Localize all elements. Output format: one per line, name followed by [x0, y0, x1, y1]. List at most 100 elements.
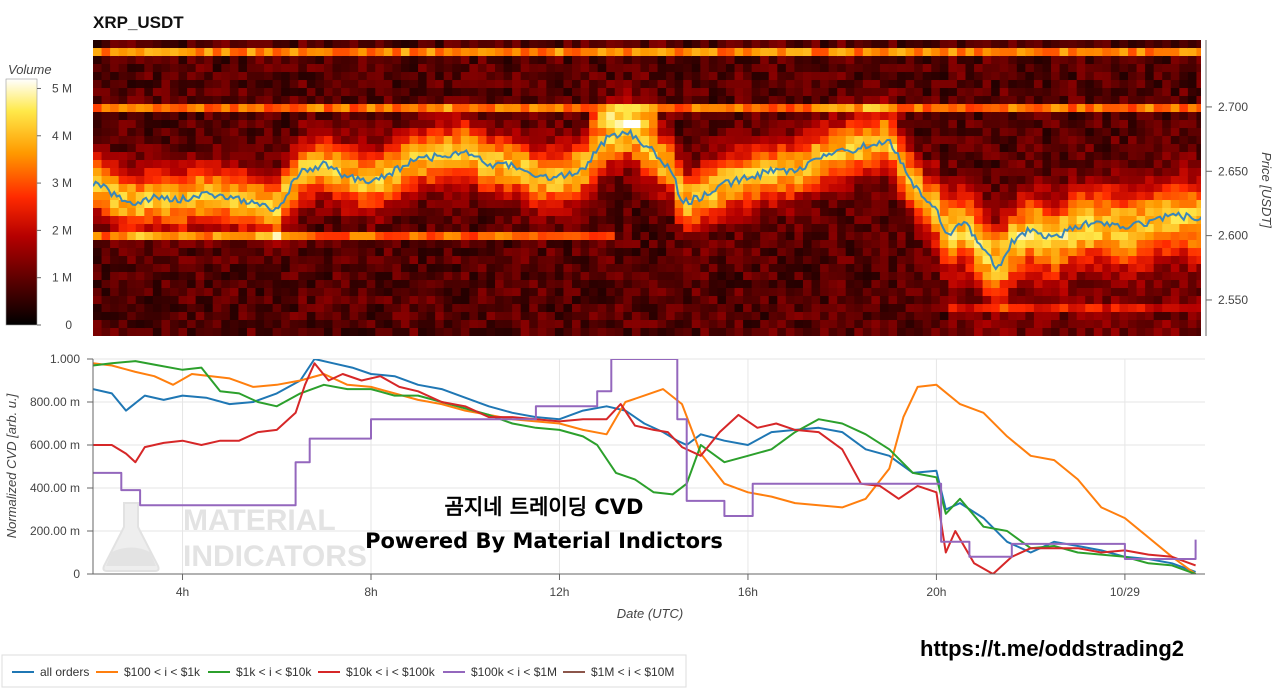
heatmap-cell	[221, 64, 231, 73]
heatmap-cell	[195, 208, 205, 217]
heatmap-cell	[418, 232, 428, 241]
heatmap-cell	[452, 256, 462, 265]
heatmap-cell	[1119, 104, 1129, 113]
heatmap-cell	[768, 208, 778, 217]
heatmap-cell	[272, 80, 282, 89]
heatmap-cell	[597, 40, 607, 49]
heatmap-cell	[939, 256, 949, 265]
heatmap-cell	[734, 192, 744, 201]
heatmap-cell	[1153, 288, 1163, 297]
heatmap-cell	[341, 64, 351, 73]
heatmap-cell	[435, 256, 445, 265]
heatmap-cell	[1196, 296, 1201, 305]
heatmap-cell	[760, 120, 770, 129]
heatmap-cell	[897, 80, 907, 89]
heatmap-cell	[135, 136, 145, 145]
heatmap-cell	[255, 112, 265, 121]
heatmap-cell	[332, 184, 342, 193]
heatmap-cell	[520, 160, 530, 169]
heatmap-cell	[460, 312, 470, 321]
heatmap-cell	[520, 256, 530, 265]
heatmap-cell	[246, 224, 257, 233]
heatmap-cell	[255, 280, 265, 289]
heatmap-cell	[905, 272, 915, 281]
heatmap-cell	[760, 40, 770, 49]
heatmap-cell	[1170, 328, 1180, 336]
heatmap-cell	[306, 64, 316, 73]
heatmap-cell	[974, 224, 984, 233]
heatmap-cell	[725, 80, 736, 89]
heatmap-cell	[161, 280, 171, 289]
heatmap-cell	[1187, 168, 1198, 177]
heatmap-cell	[144, 256, 154, 265]
cvd-series-group	[93, 359, 1197, 574]
heatmap-cell	[135, 72, 145, 81]
heatmap-cell	[298, 312, 308, 321]
heatmap-cell	[597, 56, 607, 65]
heatmap-cell	[999, 184, 1009, 193]
heatmap-cell	[306, 104, 316, 113]
heatmap-cell	[169, 144, 180, 153]
heatmap-cell	[802, 112, 813, 121]
heatmap-cell	[375, 72, 385, 81]
heatmap-cell	[460, 288, 470, 297]
heatmap-cell	[229, 80, 240, 89]
heatmap-cell	[537, 160, 547, 169]
heatmap-cell	[760, 56, 770, 65]
heatmap-cell	[580, 304, 590, 313]
heatmap-cell	[443, 56, 453, 65]
heatmap-cell	[400, 320, 411, 329]
heatmap-cell	[349, 200, 359, 209]
heatmap-cell	[272, 232, 282, 241]
heatmap-cell	[178, 128, 188, 137]
heatmap-cell	[1153, 296, 1163, 305]
heatmap-cell	[281, 152, 291, 161]
heatmap-cell	[708, 328, 719, 336]
heatmap-cell	[948, 144, 958, 153]
heatmap-cell	[1136, 312, 1146, 321]
heatmap-cell	[1179, 64, 1189, 73]
heatmap-cell	[264, 264, 274, 273]
heatmap-cell	[332, 248, 342, 257]
heatmap-cell	[366, 72, 376, 81]
heatmap-cell	[144, 72, 154, 81]
heatmap-cell	[212, 312, 222, 321]
heatmap-cell	[1102, 200, 1112, 209]
heatmap-cell	[631, 280, 642, 289]
heatmap-cell	[580, 224, 590, 233]
heatmap-cell	[974, 256, 984, 265]
heatmap-cell	[691, 104, 701, 113]
heatmap-cell	[161, 256, 171, 265]
heatmap-cell	[649, 240, 659, 249]
heatmap-cell	[734, 224, 744, 233]
cvd-y-axis-label: Normalized CVD [arb. u.]	[4, 393, 19, 538]
heatmap-cell	[820, 104, 830, 113]
heatmap-cell	[974, 152, 984, 161]
heatmap-cell	[931, 288, 941, 297]
heatmap-cell	[1162, 216, 1172, 225]
heatmap-cell	[486, 272, 496, 281]
heatmap-cell	[939, 104, 949, 113]
heatmap-cell	[272, 160, 282, 169]
heatmap-cell	[221, 320, 231, 329]
heatmap-cell	[477, 192, 488, 201]
heatmap-cell	[982, 48, 992, 57]
heatmap-cell	[1128, 256, 1138, 265]
heatmap-cell	[811, 128, 821, 137]
heatmap-cell	[845, 256, 855, 265]
heatmap-cell	[931, 200, 941, 209]
heatmap-cell	[631, 224, 642, 233]
heatmap-cell	[110, 320, 120, 329]
heatmap-cell	[828, 40, 838, 49]
heatmap-cell	[554, 112, 565, 121]
heatmap-cell	[751, 280, 761, 289]
heatmap-cell	[537, 296, 547, 305]
heatmap-cell	[358, 272, 368, 281]
heatmap-cell	[1162, 176, 1172, 185]
heatmap-cell	[520, 216, 530, 225]
heatmap-cell	[666, 200, 676, 209]
heatmap-cell	[93, 256, 103, 265]
heatmap-cell	[392, 232, 402, 241]
heatmap-cell	[546, 40, 556, 49]
heatmap-cell	[717, 144, 727, 153]
